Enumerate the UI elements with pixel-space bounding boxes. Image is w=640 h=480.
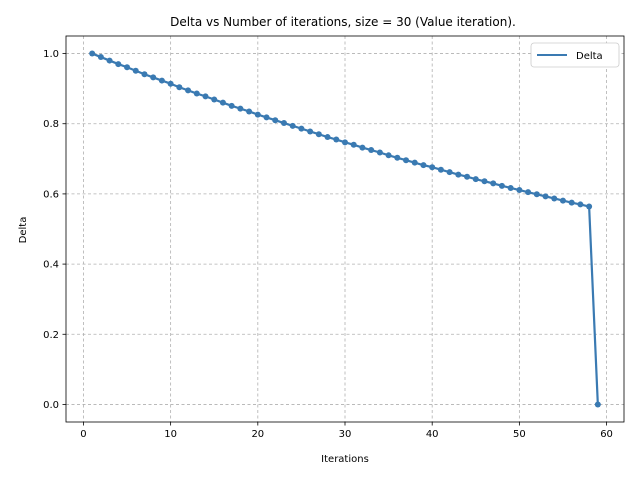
data-point [237, 105, 244, 112]
data-point [185, 87, 192, 94]
data-point [577, 201, 584, 208]
data-point [429, 164, 436, 171]
x-axis-label: Iterations [321, 454, 369, 465]
data-point [359, 144, 366, 151]
chart-title: Delta vs Number of iterations, size = 30… [170, 15, 516, 29]
data-point [211, 96, 218, 103]
x-tick-label: 20 [251, 429, 264, 440]
data-point [228, 102, 235, 109]
data-point [481, 178, 488, 185]
data-point [132, 67, 139, 74]
data-point [516, 187, 523, 194]
data-point [533, 191, 540, 198]
data-point [507, 184, 514, 191]
data-point [158, 77, 165, 84]
data-point [280, 120, 287, 127]
data-point [89, 50, 96, 57]
y-axis-label: Delta [18, 217, 29, 244]
data-point [385, 152, 392, 159]
data-point [446, 169, 453, 176]
series-delta-markers [89, 50, 601, 408]
data-point [368, 147, 375, 154]
data-point [272, 117, 279, 124]
data-point [594, 401, 601, 408]
data-point [333, 136, 340, 143]
data-point [289, 122, 296, 129]
plot-frame [65, 35, 625, 423]
data-point [263, 114, 270, 121]
data-point [246, 108, 253, 115]
data-point [586, 203, 593, 210]
data-point [551, 195, 558, 202]
y-tick-label: 1.0 [43, 49, 59, 60]
axis-ticks [62, 53, 607, 426]
data-point [115, 61, 122, 68]
data-point [141, 71, 148, 78]
data-point [150, 74, 157, 81]
data-point [167, 80, 174, 87]
data-point [525, 189, 532, 196]
x-tick-label: 10 [164, 429, 177, 440]
data-point [324, 134, 331, 141]
data-point [403, 157, 410, 164]
data-point [106, 57, 113, 64]
y-tick-label: 0.0 [43, 400, 59, 411]
data-point [455, 171, 462, 178]
data-point [394, 154, 401, 161]
data-point [124, 64, 131, 71]
x-tick-label: 30 [339, 429, 352, 440]
data-point [342, 139, 348, 146]
data-point [307, 128, 314, 135]
x-tick-label: 40 [426, 429, 439, 440]
legend-box [530, 42, 620, 68]
legend-label-delta: Delta [576, 51, 603, 62]
y-tick-label: 0.4 [43, 260, 59, 271]
data-point [437, 166, 444, 173]
data-point [315, 131, 322, 138]
data-point [193, 90, 200, 97]
legend: Delta [530, 42, 620, 68]
data-point [490, 180, 497, 187]
y-tick-label: 0.2 [43, 330, 59, 341]
data-point [464, 173, 471, 180]
data-point [254, 111, 261, 118]
data-point [568, 199, 575, 206]
data-point [542, 193, 549, 200]
data-point [298, 125, 305, 132]
y-tick-labels: 0.0 0.2 0.4 0.6 0.8 1.0 [43, 49, 59, 411]
x-tick-labels: 0 10 20 30 40 50 60 [80, 429, 613, 440]
x-tick-label: 50 [513, 429, 526, 440]
y-tick-label: 0.6 [43, 189, 59, 200]
data-point [498, 182, 505, 189]
x-tick-label: 0 [80, 429, 86, 440]
data-point [202, 93, 209, 100]
data-point [559, 197, 566, 204]
data-point [472, 176, 479, 183]
x-tick-label: 60 [600, 429, 613, 440]
data-point [411, 159, 418, 166]
data-point [420, 162, 427, 169]
data-point [376, 149, 383, 156]
y-tick-label: 0.8 [43, 119, 59, 130]
data-point [219, 99, 226, 106]
data-point [97, 54, 104, 61]
data-point [176, 84, 183, 91]
data-point [350, 141, 357, 148]
